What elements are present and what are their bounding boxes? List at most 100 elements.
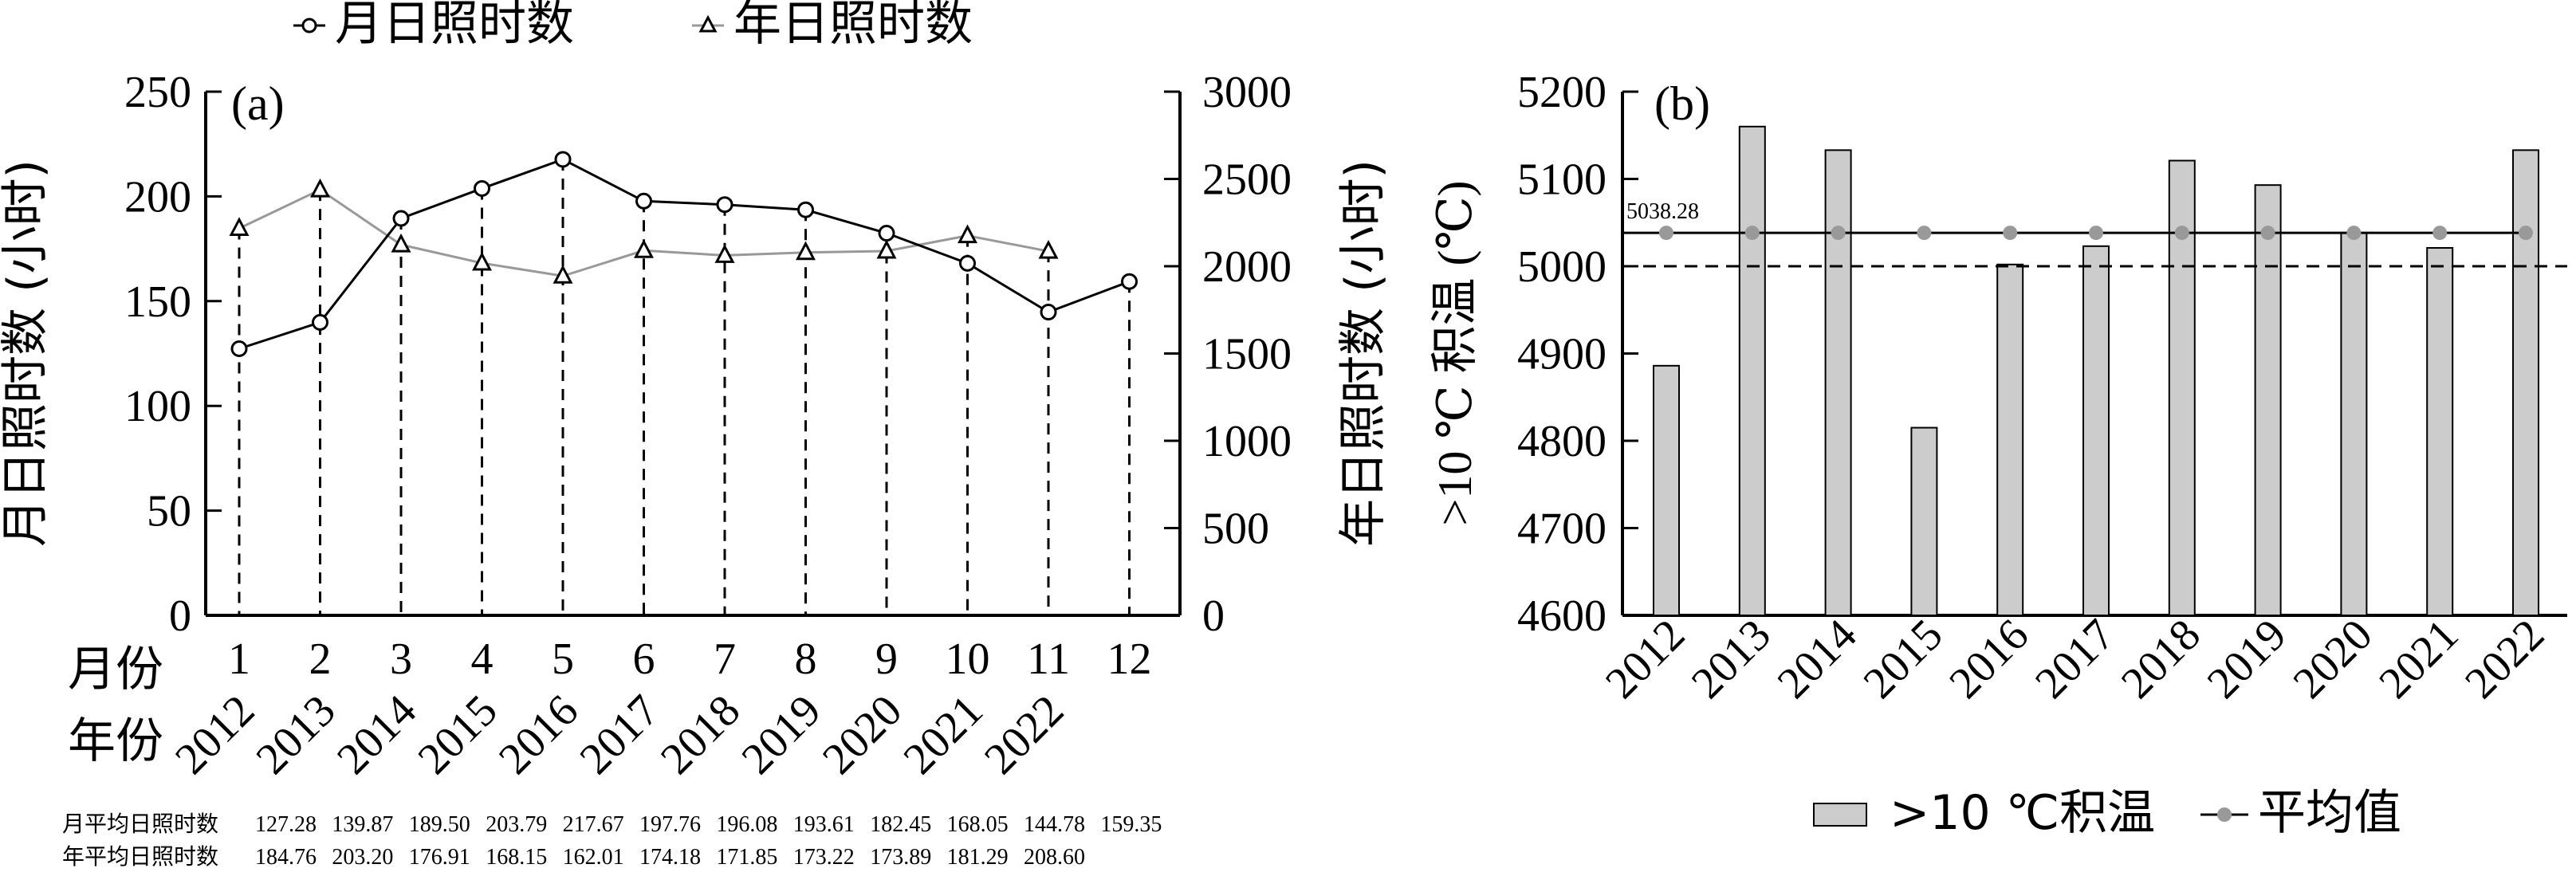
b-mean-point xyxy=(2174,226,2189,241)
monthly-line xyxy=(238,158,1131,350)
b-tick-label: 4900 xyxy=(1517,330,1607,379)
year-tick-label: 2012 xyxy=(166,685,264,784)
table-cell: 184.76 xyxy=(255,845,317,870)
drop-lines xyxy=(238,159,1131,615)
table-cell: 168.15 xyxy=(486,845,547,870)
legend-label-annual: 年日照时数 xyxy=(733,0,973,52)
year-tick-label: 2015 xyxy=(409,685,507,784)
month-tick-label: 8 xyxy=(795,634,817,684)
right-axis-title: 年日照时数 (小时) xyxy=(1335,159,1391,547)
b-bar xyxy=(2082,245,2110,616)
legend-marker-mean xyxy=(2217,807,2232,822)
legend-marker-annual xyxy=(698,14,718,33)
month-tick-label: 2 xyxy=(309,634,332,684)
panel-b: (b) 4600 4700 4800 4900 5000 5100 5200 5038.28… xyxy=(1429,68,2567,841)
b-mean-label: 5038.28 xyxy=(1626,199,1699,224)
right-tick-label: 1500 xyxy=(1202,330,1292,379)
table-cell: 193.61 xyxy=(793,812,855,837)
b-bars xyxy=(1653,125,2539,617)
year-tick-label: 2013 xyxy=(247,685,345,784)
b-bar xyxy=(1996,263,2024,616)
month-tick-label: 10 xyxy=(946,634,990,684)
b-x-tick-label: 2021 xyxy=(2370,610,2468,708)
panel-label-a: (a) xyxy=(231,77,285,130)
year-tick-label: 2019 xyxy=(733,685,831,784)
b-x-tick-label: 2018 xyxy=(2112,610,2210,708)
year-tick-label: 2018 xyxy=(651,685,749,784)
month-tick-label: 6 xyxy=(633,634,655,684)
b-x-tick-label: 2013 xyxy=(1682,610,1780,708)
left-ticks: 0 50 100 150 200 250 xyxy=(124,68,222,641)
legend-a: 月日照时数 年日照时数 xyxy=(293,0,973,52)
monthly-point xyxy=(474,179,490,197)
b-y-ticks: 4600 4700 4800 4900 5000 5100 5200 xyxy=(1517,68,1638,641)
monthly-point xyxy=(635,192,652,210)
year-tick-label: 2021 xyxy=(895,685,993,784)
right-tick-label: 1000 xyxy=(1202,417,1292,466)
monthly-point xyxy=(959,254,976,272)
table-cell: 159.35 xyxy=(1100,812,1162,837)
legend-marker-bar xyxy=(1813,803,1867,827)
right-tick-label: 0 xyxy=(1202,591,1225,641)
left-tick-label: 50 xyxy=(147,487,191,536)
annual-point xyxy=(229,217,250,236)
table-cell: 144.78 xyxy=(1024,812,1085,837)
year-tick-labels: 2012201320142015201620172018201920202021… xyxy=(166,685,1073,784)
b-tick-label: 5100 xyxy=(1517,155,1607,205)
b-x-tick-label: 2015 xyxy=(1854,610,1953,708)
monthly-point xyxy=(878,225,895,242)
b-bar xyxy=(1824,149,1852,617)
year-tick-label: 2020 xyxy=(813,685,911,784)
year-tick-label: 2022 xyxy=(975,685,1073,784)
b-tick-label: 5000 xyxy=(1517,242,1607,292)
annual-point xyxy=(714,244,735,263)
b-mean-point xyxy=(2089,226,2103,241)
table-cell: 203.79 xyxy=(486,812,547,837)
year-tick-label: 2014 xyxy=(328,685,426,784)
table-cell: 196.08 xyxy=(716,812,777,837)
annual-point xyxy=(310,178,330,198)
b-mean-point xyxy=(2260,226,2275,241)
b-mean-point xyxy=(1744,226,1760,241)
month-tick-label: 7 xyxy=(714,634,736,684)
b-x-tick-label: 2012 xyxy=(1596,610,1694,708)
annual-series xyxy=(229,178,1059,284)
left-tick-label: 0 xyxy=(169,591,191,641)
monthly-point xyxy=(1040,304,1057,321)
right-ticks: 0 500 1000 1500 2000 2500 3000 xyxy=(1164,68,1292,641)
legend-marker-monthly xyxy=(301,18,317,33)
month-tick-label: 3 xyxy=(390,634,412,684)
table-cell: 127.28 xyxy=(255,812,317,837)
left-axis-title: 月日照时数 (小时) xyxy=(0,159,53,547)
legend-b: >10 ℃积温 平均值 xyxy=(1813,785,2401,841)
annual-point xyxy=(553,265,573,284)
right-tick-label: 500 xyxy=(1202,505,1269,554)
year-tick-label: 2017 xyxy=(571,685,669,784)
table-cell: 174.18 xyxy=(639,845,701,870)
monthly-point xyxy=(312,313,328,331)
b-tick-label: 4700 xyxy=(1517,505,1607,554)
legend-label-mean: 平均值 xyxy=(2258,785,2401,841)
annual-point xyxy=(1038,239,1059,259)
b-x-tick-label: 2019 xyxy=(2198,610,2296,708)
annual-point xyxy=(796,241,816,261)
monthly-point xyxy=(1121,273,1138,290)
left-tick-label: 150 xyxy=(124,277,191,327)
legend-label-monthly: 月日照时数 xyxy=(335,0,574,52)
b-axis-title: >10 ℃ 积温 (℃) xyxy=(1429,180,1481,525)
month-axis-label: 月份 xyxy=(68,642,163,697)
right-tick-label: 2000 xyxy=(1202,242,1292,292)
table-cell: 182.45 xyxy=(870,812,931,837)
b-mean-point xyxy=(2346,226,2362,241)
b-x-tick-labels: 2012201320142015201620172018201920202021… xyxy=(1596,610,2554,708)
table-cell: 173.22 xyxy=(793,845,855,870)
table-cell: 203.20 xyxy=(332,845,393,870)
table-cell: 173.89 xyxy=(870,845,931,870)
b-bar xyxy=(1653,364,1680,616)
annual-point xyxy=(391,233,411,253)
annual-point xyxy=(958,224,977,244)
b-bar xyxy=(2340,232,2368,616)
b-mean-point xyxy=(1659,226,1673,241)
b-x-tick-label: 2016 xyxy=(1940,610,2038,708)
legend-label-bar: >10 ℃积温 xyxy=(1890,785,2155,841)
